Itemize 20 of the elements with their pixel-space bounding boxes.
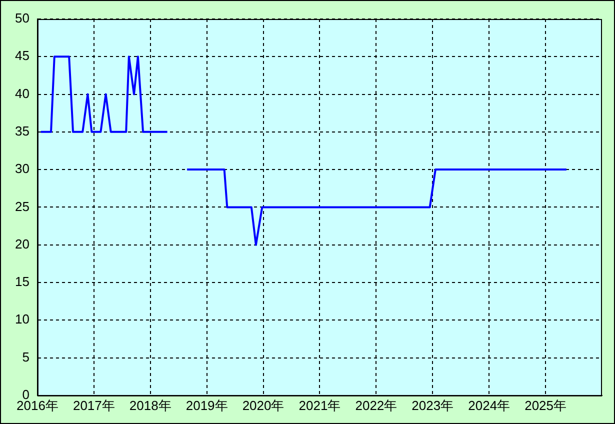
x-tick-label: 2022年: [355, 398, 398, 413]
x-tick-label: 2019年: [186, 398, 228, 413]
x-tick-label: 2024年: [468, 398, 510, 413]
x-tick-label: 2025年: [524, 398, 567, 413]
x-tick-label: 2020年: [242, 398, 284, 413]
y-tick-label: 35: [14, 124, 30, 138]
y-tick-label: 25: [14, 198, 30, 214]
y-tick-label: 10: [14, 312, 30, 327]
y-tick-label: 20: [14, 236, 30, 252]
y-tick-label: 45: [14, 48, 30, 64]
y-tick-label: 15: [14, 274, 30, 290]
y-tick-label: 0: [22, 386, 30, 402]
y-tick-label: 40: [14, 86, 30, 101]
x-tick-label: 2023年: [412, 398, 454, 413]
y-tick-label: 50: [14, 10, 30, 26]
x-tick-label: 2021年: [298, 398, 341, 413]
y-tick-label: 30: [14, 161, 30, 176]
y-tick-label: 5: [22, 349, 30, 364]
x-tick-label: 2017年: [72, 398, 115, 413]
x-tick-label: 2018年: [129, 398, 172, 413]
